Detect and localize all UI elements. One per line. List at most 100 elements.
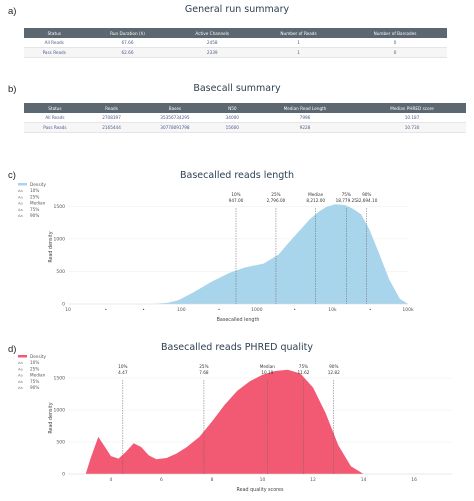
legend-label: Density [30,182,46,187]
legend-label: 90% [30,385,39,390]
legend-swatch-text: Aa [18,202,23,206]
panel-b-letter: b) [8,84,17,95]
general-run-summary-table: Status Run Duration (h) Active Channels … [24,28,447,58]
y-tick-label: 1000 [54,236,66,242]
table-b-header: Median PHRED score [358,103,466,113]
percentile-value: 11.62 [297,370,309,375]
legend-swatch-text: Aa [18,386,23,390]
y-tick-label: 1000 [54,408,66,414]
legend-swatch-text: Aa [18,189,23,193]
table-cell: Pass Reads [24,47,85,58]
panel-c-letter: c) [8,170,16,181]
table-cell: 1 [253,47,344,58]
table-a-header: Active Channels [170,28,254,38]
table-row: Pass Reads 62.66 2339 1 0 [24,47,447,58]
table-cell: 67.66 [84,38,171,48]
legend-swatch-text: Aa [18,374,23,378]
table-cell: 9228 [251,122,359,133]
legend-swatch-text: Aa [18,214,23,218]
table-a-header: Number of Reads [253,28,344,38]
table-b-header-row: Status Reads Bases N50 Median Read Lengt… [24,103,466,113]
table-cell: 34000 [212,113,252,123]
table-a-header: Run Duration (h) [84,28,171,38]
legend-label: 75% [30,207,39,212]
phred-quality-chart: 05001000150010%4.4725%7.68Median10.1975%… [18,354,452,493]
legend-label: Median [30,201,46,206]
percentile-label: 10% [118,364,127,369]
legend-swatch-text: Aa [18,208,23,212]
table-cell: 2458 [170,38,254,48]
legend-swatch-text: Aa [18,367,23,371]
table-row: All Reads 67.66 2458 1 0 [24,38,447,48]
x-tick-label: • [142,308,145,313]
x-tick-label: • [104,308,107,313]
x-tick-label: 6 [160,477,163,483]
y-axis-title: Read density [48,231,54,262]
legend-swatch-text: Aa [18,361,23,365]
x-tick-label: 14 [361,477,367,483]
table-row: Pass Reads 2165444 30778091798 15600 922… [24,122,466,133]
legend-label: 75% [30,379,39,384]
percentile-label: Median [260,364,276,369]
x-axis-title: Basecalled length [217,317,260,323]
table-cell: 2339 [170,47,254,58]
density-area [85,369,364,474]
legend-label: 25% [30,194,39,199]
table-cell: Pass Reads [24,122,86,133]
legend-swatch-text: Aa [18,380,23,384]
y-axis-title: Read density [48,402,54,433]
table-cell: 2708397 [85,113,138,123]
density-area [153,204,408,304]
panel-a-title: General run summary [184,4,290,15]
x-tick-label: 100 [177,307,186,313]
legend-label: 10% [30,360,39,365]
y-tick-label: 0 [62,472,65,478]
x-tick-label: 12 [310,477,316,483]
x-tick-label: • [369,308,372,313]
read-length-chart: 05001000150010%947.0025%2,796.00Median8,… [18,182,414,323]
table-cell: 10.730 [358,122,466,133]
table-cell: 0 [343,47,447,58]
percentile-label: 25% [271,192,280,197]
y-tick-label: 1500 [54,376,66,382]
table-a-header: Number of Barcodes [343,28,447,38]
legend-label: 25% [30,366,39,371]
x-tick-label: 10 [260,477,266,483]
percentile-value: 10.19 [261,370,273,375]
table-a-header-row: Status Run Duration (h) Active Channels … [24,28,447,38]
y-tick-label: 500 [56,269,65,275]
table-cell: 1 [253,38,344,48]
x-tick-label: 8 [211,477,214,483]
table-cell: 10.187 [358,113,466,123]
percentile-value: 32,694.10 [356,198,378,203]
percentile-label: 75% [342,192,351,197]
table-b-header: Reads [85,103,138,113]
panel-b-title: Basecall summary [193,83,281,94]
x-tick-label: 10k [328,307,337,313]
percentile-value: 7.68 [199,370,209,375]
legend-label: Density [30,354,46,359]
percentile-value: 8,212.00 [306,198,325,203]
legend-label: Median [30,373,46,378]
legend-swatch-text: Aa [18,195,23,199]
table-cell: 2165444 [85,122,138,133]
percentile-label: Median [308,192,324,197]
x-tick-label: 10 [65,307,71,313]
panel-d-title: Basecalled reads PHRED quality [160,342,314,353]
y-tick-label: 0 [62,302,65,308]
x-tick-label: • [293,308,296,313]
percentile-label: 90% [329,364,338,369]
panel-a-letter: a) [8,6,17,17]
x-tick-label: 16 [411,477,417,483]
y-tick-label: 1500 [54,204,66,210]
percentile-label: 25% [199,364,208,369]
percentile-value: 18,779.25 [336,198,358,203]
table-cell: 15600 [212,122,252,133]
x-tick-label: 1000 [251,307,263,313]
table-cell: 35356734295 [137,113,213,123]
table-cell: 7996 [251,113,359,123]
table-b-header: N50 [212,103,252,113]
table-row: All Reads 2708397 35356734295 34000 7996… [24,113,466,123]
percentile-value: 12.82 [328,370,340,375]
legend-swatch [18,183,27,186]
